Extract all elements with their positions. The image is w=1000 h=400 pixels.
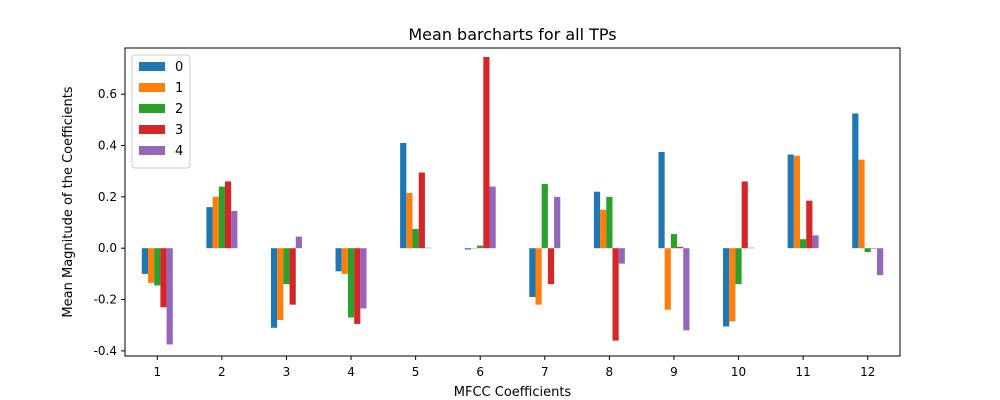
x-tick-label: 10: [731, 365, 746, 379]
bar-series-3-coef-3: [289, 248, 296, 305]
bar-series-4-coef-9: [683, 248, 690, 331]
bar-series-3-coef-10: [741, 181, 748, 249]
bar-series-0-coef-1: [141, 248, 148, 274]
bar-series-3-coef-11: [806, 200, 813, 249]
bar-series-1-coef-1: [147, 248, 155, 283]
x-axis-ticks: 1 2 3 4 5 6 7 8 9 10 11 12: [153, 356, 875, 379]
bar-series-3-coef-6: [483, 56, 490, 249]
y-tick-label: 0.0: [98, 241, 117, 255]
legend: 0 1 2 3 4: [131, 54, 191, 169]
legend-label-3: 3: [175, 123, 183, 138]
bar-series-0-coef-10: [723, 248, 730, 327]
legend-label-4: 4: [175, 144, 183, 159]
bar-series-2-coef-1: [154, 248, 161, 286]
bars-layer: [141, 56, 884, 345]
bar-series-4-coef-10: [747, 247, 755, 249]
bar-series-0-coef-6: [464, 248, 471, 250]
y-tick-label: -0.4: [94, 344, 117, 358]
bar-series-4-coef-7: [554, 196, 561, 249]
x-tick-label: 12: [860, 365, 875, 379]
y-tick-label: 0.2: [98, 190, 117, 204]
legend-swatch-1: [139, 83, 165, 92]
x-tick-label: 7: [541, 365, 549, 379]
bar-series-2-coef-2: [218, 186, 225, 249]
bar-series-4-coef-11: [812, 235, 819, 249]
bar-series-1-coef-12: [858, 159, 865, 249]
plot-frame: [124, 47, 901, 357]
bar-series-0-coef-4: [335, 248, 342, 272]
bar-series-4-coef-1: [166, 248, 173, 345]
x-tick-label: 5: [412, 365, 420, 379]
bar-series-3-coef-9: [677, 246, 684, 249]
y-axis-label: Mean Magnitude of the Coefficients: [61, 86, 76, 317]
bar-series-1-coef-7: [535, 248, 542, 305]
y-tick-label: -0.2: [94, 293, 117, 307]
bar-series-1-coef-4: [341, 248, 348, 274]
chart-title: Mean barcharts for all TPs: [408, 25, 616, 44]
legend-label-1: 1: [175, 81, 183, 96]
bar-series-4-coef-2: [231, 210, 238, 249]
x-tick-label: 2: [218, 365, 226, 379]
bar-series-2-coef-3: [283, 248, 290, 285]
bar-series-1-coef-3: [277, 248, 284, 321]
bar-series-2-coef-11: [800, 239, 807, 249]
bar-series-0-coef-11: [787, 154, 794, 249]
x-tick-label: 1: [153, 365, 161, 379]
bar-series-3-coef-4: [354, 248, 361, 324]
x-tick-label: 3: [283, 365, 291, 379]
bar-series-4-coef-6: [489, 186, 496, 249]
bar-series-3-coef-2: [224, 181, 232, 249]
y-tick-label: 0.6: [98, 87, 117, 101]
legend-label-2: 2: [175, 102, 183, 117]
bar-series-2-coef-6: [477, 245, 484, 249]
bar-series-3-coef-7: [547, 248, 555, 285]
bar-series-3-coef-1: [160, 248, 167, 308]
legend-swatch-4: [139, 146, 165, 155]
bar-series-4-coef-3: [295, 236, 302, 249]
bar-series-2-coef-4: [347, 248, 355, 318]
bar-series-0-coef-7: [529, 248, 536, 297]
x-tick-label: 9: [670, 365, 678, 379]
y-tick-label: 0.4: [98, 139, 117, 153]
bar-series-2-coef-5: [412, 228, 419, 249]
bar-series-1-coef-10: [729, 248, 736, 322]
x-tick-label: 6: [476, 365, 484, 379]
bar-series-1-coef-11: [793, 155, 801, 249]
x-tick-label: 4: [347, 365, 355, 379]
bar-series-0-coef-5: [400, 142, 407, 249]
bar-series-4-coef-12: [877, 248, 884, 276]
bar-series-3-coef-8: [612, 248, 619, 341]
bar-series-0-coef-2: [206, 207, 213, 249]
bar-series-4-coef-5: [424, 247, 432, 249]
bar-series-0-coef-3: [270, 248, 278, 328]
legend-swatch-0: [139, 62, 165, 71]
y-axis-ticks: -0.4 -0.2 0.0 0.2 0.4 0.6: [94, 87, 125, 358]
bar-series-2-coef-12: [864, 248, 871, 253]
bar-series-2-coef-7: [541, 184, 548, 249]
bar-series-2-coef-9: [670, 234, 678, 249]
x-tick-label: 11: [795, 365, 810, 379]
bar-series-4-coef-8: [618, 248, 625, 264]
legend-swatch-2: [139, 104, 165, 113]
x-tick-label: 8: [606, 365, 614, 379]
bar-series-1-coef-5: [406, 193, 413, 249]
bar-series-0-coef-8: [593, 191, 601, 249]
bar-series-1-coef-8: [600, 209, 607, 249]
legend-swatch-3: [139, 125, 165, 134]
bar-series-1-coef-2: [212, 196, 219, 249]
bar-series-4-coef-4: [360, 248, 367, 309]
bar-series-3-coef-5: [418, 172, 425, 249]
bar-series-1-coef-9: [664, 248, 671, 310]
x-axis-label: MFCC Coefficients: [454, 385, 572, 400]
legend-label-0: 0: [175, 60, 183, 75]
bar-series-0-coef-12: [852, 113, 859, 249]
bar-series-0-coef-9: [658, 151, 665, 249]
bar-series-2-coef-10: [735, 248, 742, 285]
bar-series-2-coef-8: [606, 196, 613, 249]
